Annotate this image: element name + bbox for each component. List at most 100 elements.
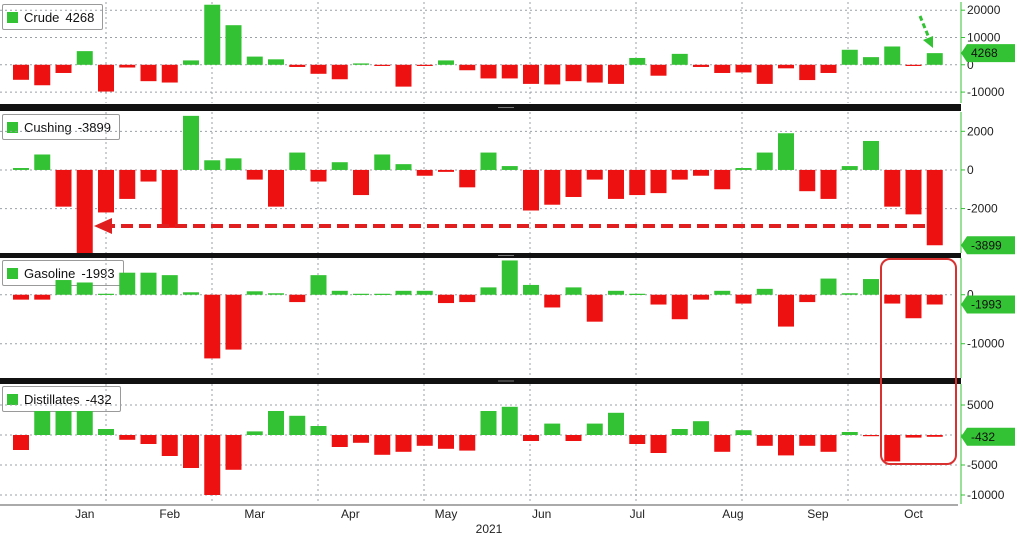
bar-crude bbox=[905, 64, 922, 66]
bar-gasoline bbox=[523, 284, 539, 295]
bar-gasoline bbox=[778, 294, 794, 327]
bar-cushing bbox=[204, 160, 221, 170]
legend-series-name: Distillates bbox=[24, 391, 80, 407]
bar-distillates bbox=[799, 435, 816, 446]
bar-distillates bbox=[34, 411, 51, 435]
bar-gasoline bbox=[119, 272, 136, 295]
bar-distillates bbox=[119, 435, 136, 440]
bar-crude bbox=[586, 64, 603, 83]
bar-gasoline bbox=[161, 275, 178, 295]
last-value-tag bbox=[961, 295, 1015, 314]
bar-cushing bbox=[395, 164, 412, 170]
bar-gasoline bbox=[586, 294, 603, 322]
bar-gasoline bbox=[438, 294, 454, 304]
bar-distillates bbox=[671, 429, 688, 435]
last-value-tag bbox=[961, 44, 1015, 63]
bar-cushing bbox=[140, 169, 157, 182]
bar-crude bbox=[76, 51, 93, 65]
panel-gasoline: 0 -10000 -1993 bbox=[0, 258, 1015, 378]
bar-crude bbox=[799, 64, 816, 81]
crude-arrowhead bbox=[923, 36, 933, 48]
bar-cushing bbox=[501, 166, 518, 170]
bar-gasoline bbox=[459, 294, 476, 303]
legend-cushing: Cushing -3899 bbox=[2, 114, 120, 140]
bar-gasoline bbox=[608, 290, 624, 295]
bar-distillates bbox=[523, 435, 539, 441]
bar-cushing bbox=[98, 169, 114, 213]
panel-separator bbox=[0, 378, 961, 384]
bar-crude bbox=[289, 64, 306, 67]
highlight-box bbox=[880, 258, 957, 465]
bar-crude bbox=[246, 56, 263, 65]
bar-gasoline bbox=[331, 290, 348, 295]
bar-crude bbox=[523, 64, 539, 84]
bar-crude bbox=[735, 64, 752, 73]
bar-cushing bbox=[608, 169, 624, 199]
bar-gasoline bbox=[268, 293, 284, 295]
bar-crude bbox=[353, 63, 369, 65]
bar-crude bbox=[693, 64, 709, 67]
bar-cushing bbox=[34, 154, 51, 170]
month-label: May bbox=[435, 507, 458, 521]
month-label: Jul bbox=[630, 507, 645, 521]
bar-gasoline bbox=[926, 294, 943, 305]
month-label: Apr bbox=[341, 507, 360, 521]
bar-cushing bbox=[310, 169, 327, 182]
bar-cushing bbox=[778, 133, 794, 170]
legend-crude: Crude 4268 bbox=[2, 4, 104, 30]
bar-cushing bbox=[650, 169, 667, 194]
bar-crude bbox=[268, 59, 284, 65]
panel-distillates: 50000-5000-10000-432 bbox=[0, 384, 1015, 504]
month-label: Oct bbox=[904, 507, 923, 521]
panel-separator bbox=[0, 104, 961, 111]
bar-cushing bbox=[863, 140, 879, 170]
y-tick-label: -5000 bbox=[967, 458, 998, 472]
bar-cushing bbox=[353, 169, 369, 196]
bar-cushing bbox=[13, 168, 29, 170]
crude-arrow-line bbox=[918, 15, 931, 39]
bar-gasoline bbox=[884, 294, 901, 304]
month-label: Mar bbox=[244, 507, 265, 521]
bar-gasoline bbox=[820, 278, 837, 295]
last-value-tag-label: -432 bbox=[971, 430, 995, 444]
bar-gasoline bbox=[13, 294, 29, 300]
bar-gasoline bbox=[905, 294, 922, 319]
y-tick-label: 2000 bbox=[967, 124, 994, 138]
bar-cushing bbox=[693, 169, 709, 176]
bar-crude bbox=[140, 64, 157, 82]
bar-distillates bbox=[480, 411, 497, 435]
month-label: Jun bbox=[532, 507, 551, 521]
bar-cushing bbox=[459, 169, 476, 188]
bar-gasoline bbox=[756, 288, 773, 295]
y-tick-label: 0 bbox=[967, 163, 974, 177]
last-value-tag bbox=[961, 427, 1015, 446]
panel-crude: 20000 10000 0 -10000 4268 bbox=[0, 2, 1015, 103]
bar-gasoline bbox=[544, 294, 561, 308]
bar-distillates bbox=[225, 435, 242, 470]
bar-gasoline bbox=[55, 280, 72, 295]
bar-cushing bbox=[416, 169, 433, 176]
bar-gasoline bbox=[714, 290, 731, 295]
bar-gasoline bbox=[183, 292, 199, 295]
bar-cushing bbox=[268, 169, 284, 207]
bar-crude bbox=[544, 64, 561, 85]
bar-crude bbox=[204, 4, 221, 65]
bar-distillates bbox=[310, 426, 327, 435]
legend-swatch bbox=[7, 11, 18, 23]
bar-distillates bbox=[459, 435, 476, 451]
bar-distillates bbox=[735, 430, 752, 435]
bar-cushing bbox=[756, 152, 773, 170]
bar-gasoline bbox=[735, 294, 752, 304]
bar-distillates bbox=[55, 411, 72, 435]
bar-gasoline bbox=[98, 293, 114, 295]
bar-gasoline bbox=[863, 279, 879, 295]
bar-crude bbox=[629, 57, 646, 65]
bar-distillates bbox=[246, 431, 263, 435]
bar-crude bbox=[395, 64, 412, 87]
bar-cushing bbox=[289, 152, 306, 170]
bar-distillates bbox=[650, 435, 667, 453]
y-tick-label: 0 bbox=[967, 58, 974, 72]
bar-cushing bbox=[480, 152, 497, 170]
bar-cushing bbox=[905, 169, 922, 215]
bar-crude bbox=[501, 64, 518, 79]
